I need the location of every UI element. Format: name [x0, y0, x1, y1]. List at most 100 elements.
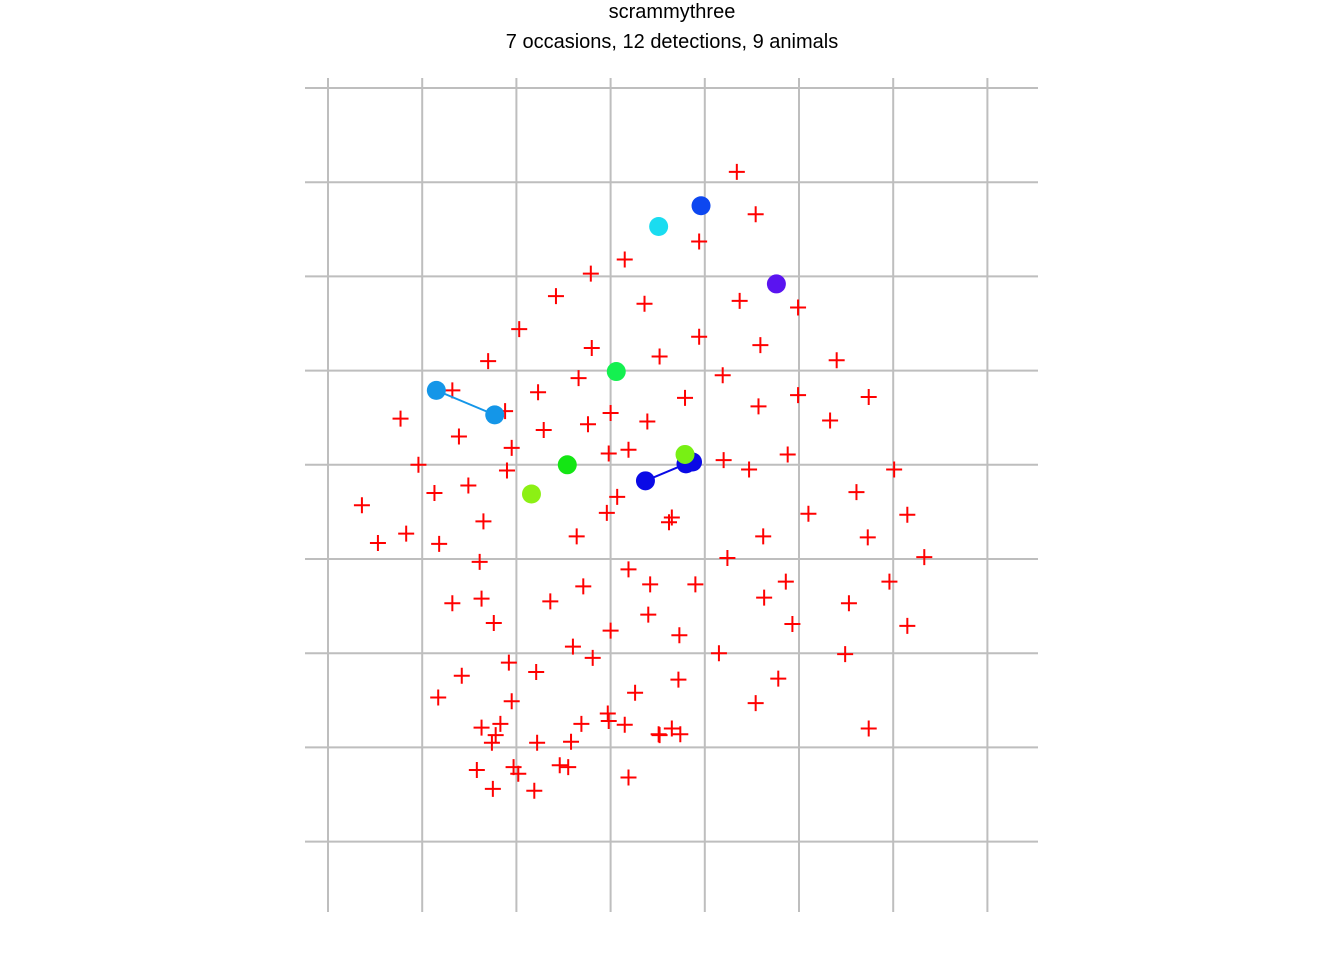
trap-marker [583, 339, 600, 356]
trap-marker [640, 606, 657, 623]
trap-marker [503, 693, 520, 710]
detection-point [691, 196, 711, 216]
detection-point [485, 405, 505, 425]
trap-marker [886, 461, 903, 478]
trap-marker [677, 389, 694, 406]
trap-marker [642, 576, 659, 593]
trap-marker [529, 734, 546, 751]
trap-marker [600, 713, 617, 730]
trap-marker [480, 353, 497, 370]
trap-marker [598, 504, 615, 521]
trap-marker [528, 664, 545, 681]
trap-marker [450, 428, 467, 445]
trap-marker [511, 321, 528, 338]
detection-point [606, 362, 626, 382]
trap-marker [779, 446, 796, 463]
chart-title: scrammythree [608, 1, 736, 23]
trap-marker [510, 765, 527, 782]
trap-marker [671, 627, 688, 644]
trap-marker [353, 497, 370, 514]
trap-marker [426, 485, 443, 502]
trap-marker [609, 488, 626, 505]
trap-marker [822, 412, 839, 429]
trap-marker [691, 328, 708, 345]
trap-marker [627, 684, 644, 701]
animal-track-line [435, 389, 496, 416]
trap-marker [392, 410, 409, 427]
trap-marker [616, 251, 633, 268]
trap-marker [503, 439, 520, 456]
trap-marker [790, 387, 807, 404]
trap-marker [777, 573, 794, 590]
trap-marker [473, 590, 490, 607]
trap-marker [551, 757, 568, 774]
trap-marker [563, 733, 580, 750]
trap-marker [770, 670, 787, 687]
trap-marker [728, 163, 745, 180]
trap-marker [800, 505, 817, 522]
detection-point [649, 216, 669, 236]
trap-marker [575, 578, 592, 595]
trap-marker [620, 769, 637, 786]
trap-marker [687, 576, 704, 593]
trap-marker [530, 384, 547, 401]
trap-marker [741, 461, 758, 478]
trap-marker [670, 671, 687, 688]
trap-markers [353, 163, 933, 799]
trap-marker [848, 484, 865, 501]
trap-marker [719, 550, 736, 567]
trap-marker [691, 233, 708, 250]
trap-marker [714, 367, 731, 384]
trap-marker [661, 514, 678, 531]
trap-marker [460, 477, 477, 494]
trap-marker [568, 528, 585, 545]
trap-marker [784, 615, 801, 632]
trap-marker [473, 719, 490, 736]
trap-marker [398, 525, 415, 542]
chart-subtitle: 7 occasions, 12 detections, 9 animals [505, 31, 839, 53]
trap-marker [620, 561, 637, 578]
trap-marker [750, 398, 767, 415]
trap-marker [639, 413, 656, 430]
trap-marker [636, 295, 653, 312]
trap-marker [710, 645, 727, 662]
trap-marker [453, 667, 470, 684]
trap-marker [650, 726, 667, 743]
trap-marker [431, 535, 448, 552]
detection-point [426, 380, 446, 400]
trap-marker [542, 593, 559, 610]
trap-marker [535, 421, 552, 438]
trap-marker [602, 404, 619, 421]
trap-marker [651, 348, 668, 365]
trap-marker [579, 416, 596, 433]
detection-points [426, 196, 786, 504]
detection-point [635, 471, 655, 491]
trap-marker [498, 462, 515, 479]
trap-marker [860, 720, 877, 737]
trap-marker [468, 762, 485, 779]
trap-marker [790, 299, 807, 316]
trap-marker [560, 759, 577, 776]
trap-marker [916, 549, 933, 566]
trap-marker [582, 265, 599, 282]
trap-marker [747, 206, 764, 223]
trap-marker [715, 452, 732, 469]
trap-marker [430, 689, 447, 706]
trap-marker [602, 622, 619, 639]
trap-marker [860, 388, 877, 405]
trap-marker [444, 382, 461, 399]
trap-marker [840, 595, 857, 612]
trap-marker [500, 654, 517, 671]
trap-marker [483, 734, 500, 751]
trap-marker [526, 782, 543, 799]
trap-marker [573, 715, 590, 732]
detection-point [521, 484, 541, 504]
trap-marker [487, 727, 504, 744]
trap-marker [755, 528, 772, 545]
trap-marker [485, 615, 502, 632]
trap-marker [475, 513, 492, 530]
trap-marker [369, 534, 386, 551]
detection-point [557, 455, 577, 475]
detection-point [766, 274, 786, 294]
